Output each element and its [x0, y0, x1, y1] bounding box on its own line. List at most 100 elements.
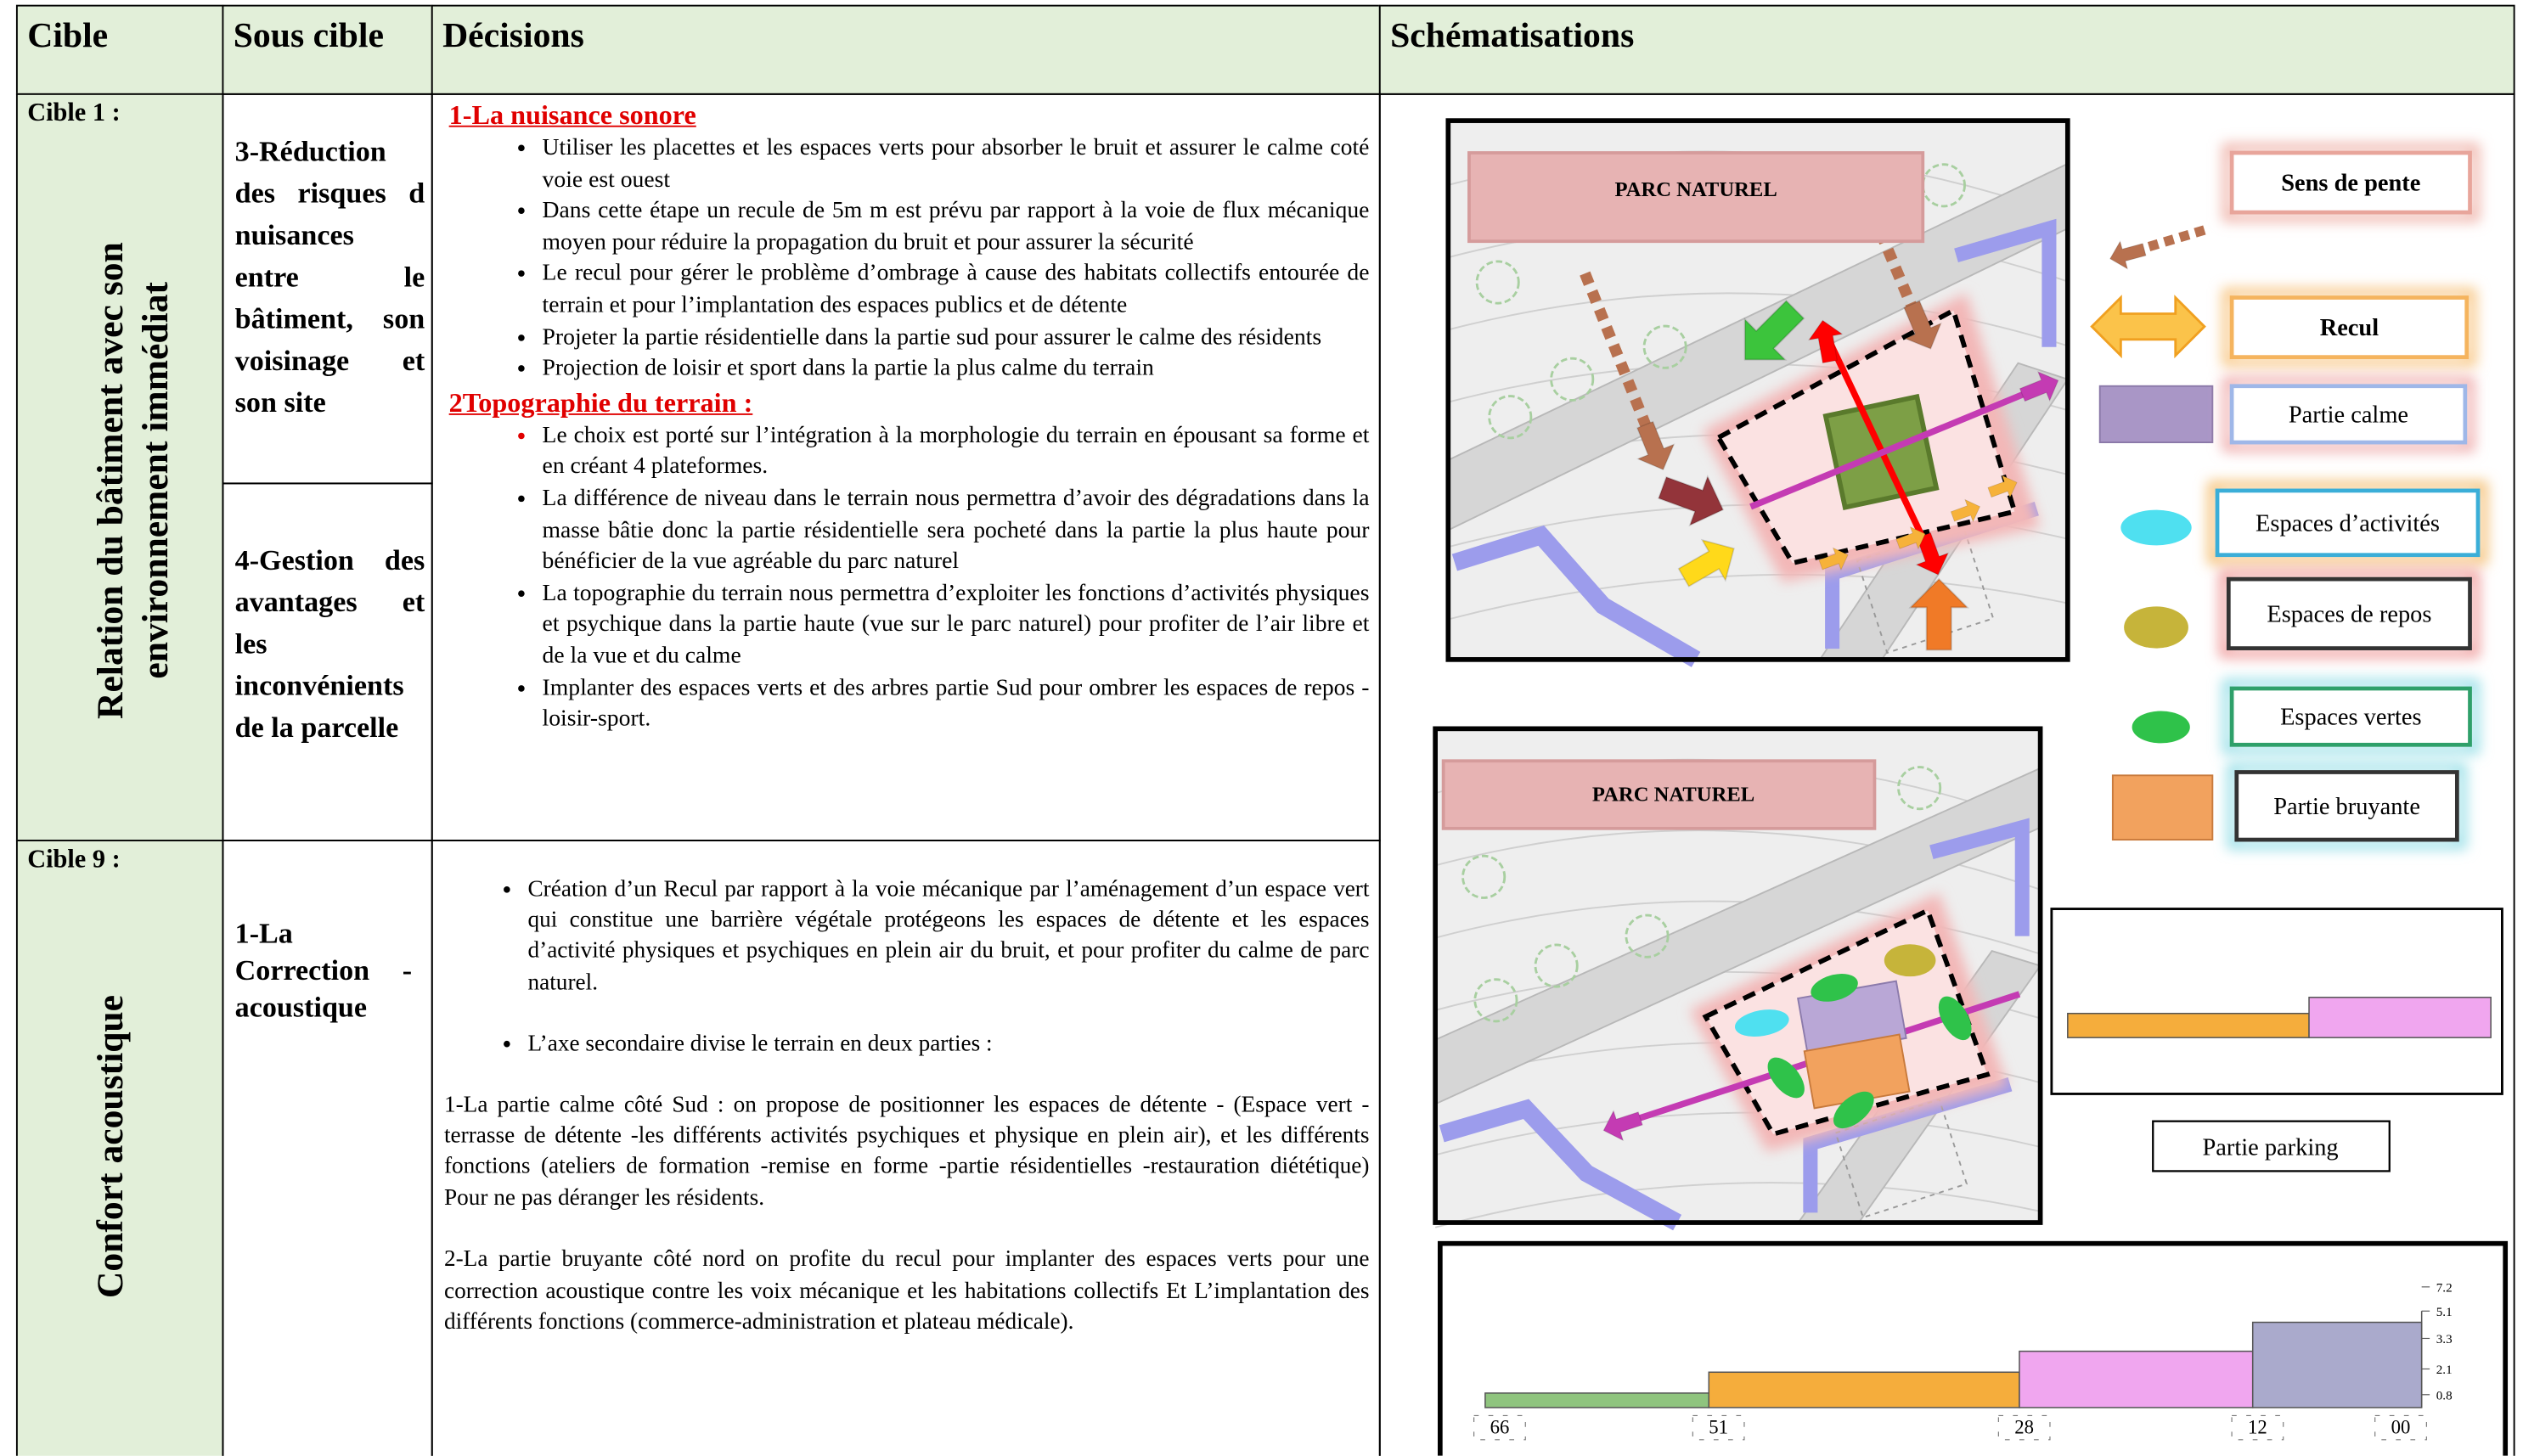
cible-cell: Cible 1 : Relation du bâtiment avec son … [15, 93, 224, 841]
building-block [1451, 525, 1701, 667]
distance-bracket [2374, 1414, 2427, 1441]
sous-cible-text: 3-Réduction des risques d nuisances entr… [234, 135, 425, 419]
contour-line [1448, 292, 2069, 347]
arrow-icon [1903, 300, 1942, 350]
map-frame [1445, 118, 2070, 662]
profile-bar [1484, 1392, 1710, 1408]
label-box [1441, 759, 1877, 830]
bullet-item: La différence de niveau dans le terrain … [543, 484, 1370, 578]
header-text: Décisions [442, 14, 584, 55]
decisions-cell: Création d’un Recul par rapport à la voi… [431, 840, 1381, 1456]
paragraph: 1-La partie calme côté Sud : on propose … [443, 1092, 1370, 1211]
rest-space [1884, 944, 1936, 977]
axis-line [1749, 386, 2037, 510]
legend-activity [2120, 509, 2192, 546]
tree [1488, 395, 1533, 440]
arrow-icon [1677, 538, 1735, 587]
legend-calm [2098, 385, 2214, 444]
distance-label: 00 [2391, 1416, 2411, 1437]
tree [1921, 163, 1966, 208]
arrow-icon [1657, 475, 1725, 527]
arrow-icon [1950, 498, 1981, 523]
cible-theme: Confort acoustique [90, 995, 131, 1299]
legend-green [2132, 711, 2190, 744]
bullet-item: Implanter des espaces verts et des arbre… [543, 673, 1370, 736]
arrow-icon [1636, 420, 1675, 471]
arrow-icon [1987, 475, 2018, 498]
level-label: 5.1 [2436, 1305, 2453, 1319]
distance-bracket [1692, 1414, 1745, 1441]
legend-glow [2222, 288, 2477, 368]
distance-label: 51 [1709, 1416, 1728, 1437]
distance-label: 28 [2014, 1416, 2034, 1437]
sous-cible-text: 1-La Correction -acoustique [234, 917, 413, 1024]
contour-line [1448, 573, 2069, 621]
paragraph: 2-La partie bruyante côté nord on profit… [443, 1247, 1370, 1335]
header-text: Cible [27, 14, 109, 55]
bullet-item: Projeter la partie résidentielle dans la… [543, 323, 1370, 354]
contour-line [1434, 1182, 2041, 1228]
decisions: Création d’un Recul par rapport à la voi… [444, 875, 1370, 1370]
green-space [1938, 996, 1972, 1041]
decisions-cell: 1-La nuisance sonoreUtiliser les placett… [431, 93, 1381, 841]
arrow-icon [1807, 319, 1844, 364]
contour-line [1434, 900, 2041, 955]
building-block [1439, 1099, 1682, 1231]
profile-bar [1708, 1371, 2020, 1408]
legend-label: Espaces vertes [2280, 705, 2421, 731]
legend-glow [2227, 762, 2467, 850]
sous-cible-cell: 3-Réduction des risques d nuisances entr… [222, 93, 433, 485]
schema-drawing: PARC NATUREL PARC NATUREL Sens de pente Rec… [1433, 118, 2509, 1456]
legend-label: Sens de pente [2281, 171, 2420, 197]
legend-box [2229, 150, 2472, 215]
header-cell: Décisions [431, 4, 1381, 95]
tree [1897, 766, 1942, 811]
schema-cell [1378, 93, 2515, 1456]
bullet-item: Le choix est porté sur l’intégration à l… [543, 421, 1370, 484]
legend-box [2234, 770, 2459, 842]
legend-noisy [2111, 774, 2214, 841]
bullet-list: L’axe secondaire divise le terrain en de… [444, 1029, 1370, 1060]
legend-label: Partie bruyante [2273, 794, 2420, 820]
bullet-item: Création d’un Recul par rapport à la voi… [527, 875, 1369, 999]
sous-cible-text: 4-Gestion des avantages et les inconvéni… [234, 543, 425, 744]
bullet-item: L’axe secondaire divise le terrain en de… [527, 1029, 1369, 1060]
tree [1461, 854, 1506, 899]
green-space [1833, 1091, 1874, 1129]
map-frame [1433, 726, 2043, 1225]
profile-bar [2251, 1321, 2423, 1408]
bullet-list: Le choix est porté sur l’intégration à l… [449, 421, 1370, 736]
level-label: 3.3 [2436, 1332, 2453, 1346]
legend-glow [2218, 569, 2480, 658]
legend-box [2229, 295, 2469, 360]
legend-label: Espaces de repos [2267, 601, 2431, 627]
distance-label: 12 [2248, 1416, 2267, 1437]
header-cell: Cible [15, 4, 224, 95]
arrow-icon [1895, 526, 1926, 550]
legend-box [2229, 686, 2472, 747]
cible-cell: Cible 9 : Confort acoustique [15, 840, 224, 1456]
arrow-icon [1908, 577, 1970, 651]
cible-label: Cible 1 : [27, 99, 121, 127]
building-grid [1834, 1098, 1968, 1219]
legend-rest [2124, 606, 2188, 649]
legend-box [2229, 384, 2468, 445]
level-label: 7.2 [2436, 1281, 2453, 1296]
parking-box [2152, 1120, 2391, 1172]
cible-label: Cible 9 : [27, 846, 121, 874]
slope-arrow [1580, 271, 1655, 437]
profile-bar [2019, 1350, 2254, 1408]
bullet-item: Projection de loisir et sport dans la pa… [543, 354, 1370, 385]
building-block [1954, 218, 2057, 347]
decisions: 1-La nuisance sonoreUtiliser les placett… [449, 98, 1370, 737]
axis-line [1823, 333, 1934, 557]
tree [1475, 260, 1520, 305]
bullet-list: Utiliser les placettes et les espaces ve… [449, 133, 1370, 385]
section-heading: 1-La nuisance sonore [448, 99, 696, 131]
bullet-item: Le recul pour gérer le problème d’ombrag… [543, 260, 1370, 323]
arrow-icon [1818, 547, 1849, 571]
legend-label: Partie calme [2289, 402, 2408, 428]
arrow-icon [2109, 240, 2147, 270]
green-space [1767, 1057, 1805, 1099]
